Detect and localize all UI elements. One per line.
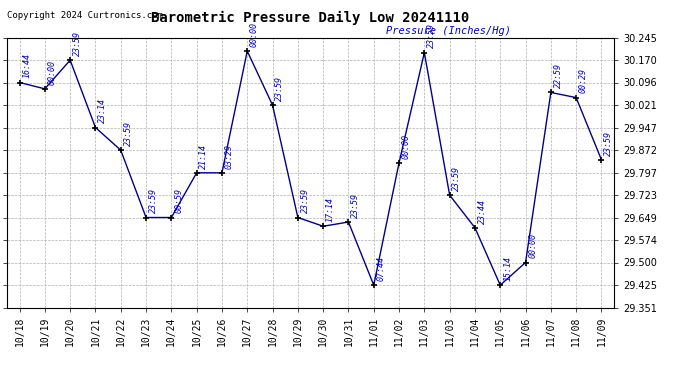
Text: 23:14: 23:14 [98,98,107,123]
Text: Pressure (Inches/Hg): Pressure (Inches/Hg) [386,26,511,36]
Text: 23:59: 23:59 [149,188,158,213]
Text: 00:00: 00:00 [48,60,57,85]
Text: 17:14: 17:14 [326,197,335,222]
Text: 07:44: 07:44 [377,256,386,281]
Text: 00:59: 00:59 [174,188,183,213]
Text: 23:59: 23:59 [604,130,613,156]
Text: Barometric Pressure Daily Low 20241110: Barometric Pressure Daily Low 20241110 [151,11,470,26]
Text: 23:59: 23:59 [275,76,284,101]
Text: 16:44: 16:44 [22,53,31,78]
Text: 22:59: 22:59 [553,63,562,88]
Text: 00:00: 00:00 [250,22,259,47]
Text: 00:29: 00:29 [579,68,588,93]
Text: 23:59: 23:59 [301,188,310,213]
Text: 23:59: 23:59 [453,166,462,191]
Text: 15:14: 15:14 [503,256,512,281]
Text: 23:59: 23:59 [427,23,436,48]
Text: 23:59: 23:59 [124,121,132,146]
Text: 21:14: 21:14 [199,144,208,169]
Text: 00:00: 00:00 [402,134,411,159]
Text: 03:29: 03:29 [225,144,234,169]
Text: Copyright 2024 Curtronics.com: Copyright 2024 Curtronics.com [7,11,163,20]
Text: 00:00: 00:00 [529,233,538,258]
Text: 23:59: 23:59 [351,193,360,218]
Text: 23:44: 23:44 [477,199,486,223]
Text: 23:59: 23:59 [73,31,82,56]
